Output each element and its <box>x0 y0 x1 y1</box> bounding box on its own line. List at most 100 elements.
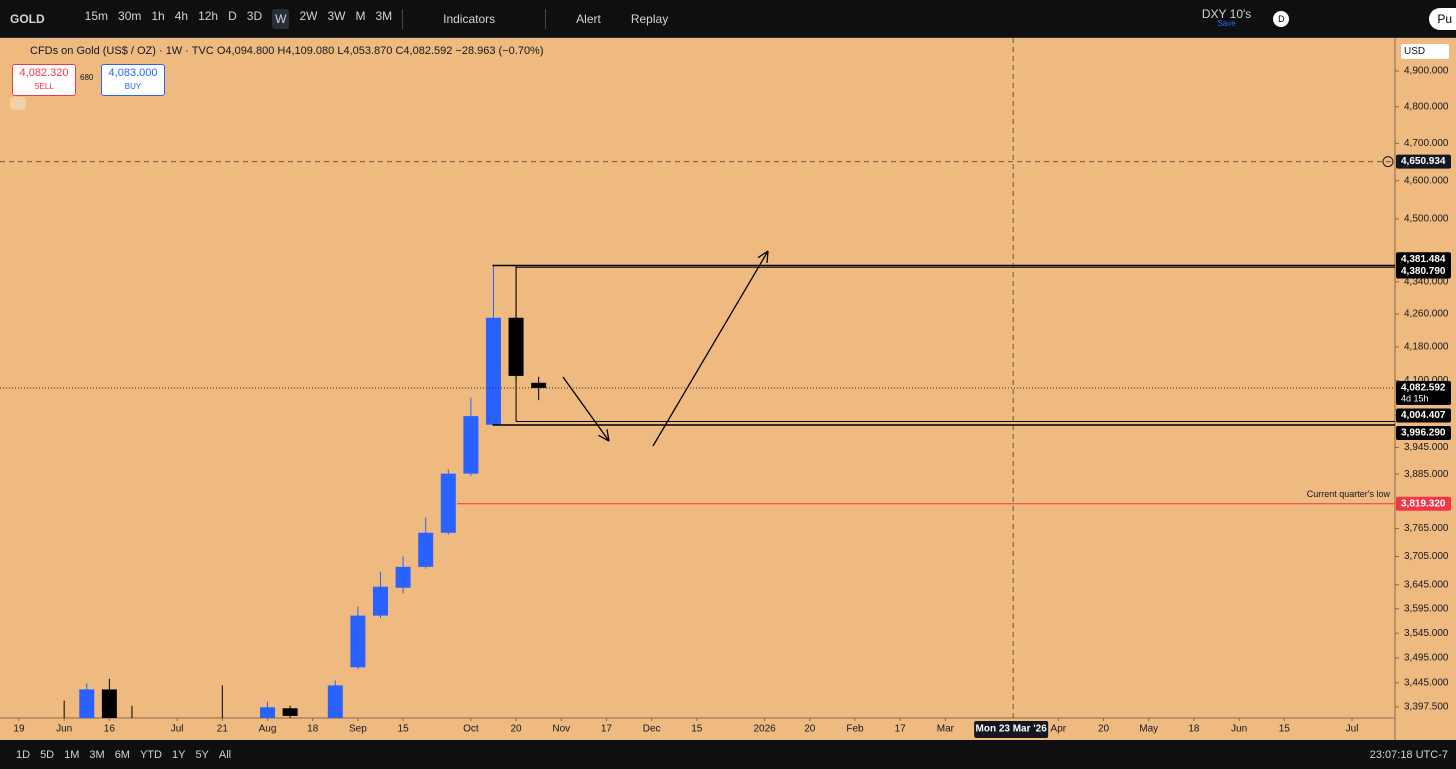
range[interactable]: YTD <box>139 748 162 761</box>
x-tick-label: Jun <box>56 724 72 735</box>
spread: 680 <box>80 73 94 82</box>
x-tick-label: Mar <box>937 724 955 735</box>
currency[interactable]: USD <box>1401 44 1449 59</box>
arrow-head <box>757 250 769 259</box>
candle-body <box>531 382 547 388</box>
interval[interactable]: 12h <box>198 8 219 23</box>
x-tick-label: Oct <box>463 724 479 735</box>
last-price-box <box>1396 380 1451 405</box>
y-tick-label: 3,445.000 <box>1404 678 1449 689</box>
range[interactable]: 5Y <box>195 748 209 761</box>
interval[interactable]: 3M <box>375 8 393 23</box>
legend-close: C4,082.592 <box>395 45 453 57</box>
x-tick-label: May <box>1139 724 1158 735</box>
interval[interactable]: W <box>272 8 290 29</box>
x-tick-label: 18 <box>307 724 319 735</box>
range[interactable]: 1M <box>64 748 80 761</box>
range[interactable]: 3M <box>89 748 105 761</box>
sell-button[interactable]: 4,082.320 SELL <box>12 64 76 96</box>
y-tick-label: 4,700.000 <box>1404 138 1449 149</box>
y-tick-label: 4,500.000 <box>1404 214 1449 225</box>
indicators[interactable]: Indicators <box>443 11 496 26</box>
x-tick-label: Nov <box>552 724 570 735</box>
save[interactable]: Save <box>1217 18 1236 28</box>
legend-title: CFDs on Gold (US$ / OZ) · 1W · TVC <box>30 45 214 57</box>
candle-body <box>395 566 411 588</box>
y-tick-label: 4,800.000 <box>1404 101 1449 112</box>
candle-body <box>440 473 456 533</box>
alert[interactable]: Alert <box>576 11 601 26</box>
zone-price-box <box>1396 426 1451 441</box>
buy-label: BUY <box>124 82 142 91</box>
range[interactable]: 1Y <box>171 748 186 761</box>
layout[interactable]: DXY 10's Save <box>1202 8 1251 29</box>
zone-price: 4,380.790 <box>1401 266 1446 277</box>
zone-price: 3,996.290 <box>1401 428 1446 439</box>
candle-body <box>79 689 95 718</box>
publish[interactable]: Pu <box>1429 7 1456 30</box>
plot <box>0 38 1395 718</box>
x-tick-label: 16 <box>104 724 116 735</box>
interval[interactable]: 3W <box>327 8 346 23</box>
arrow-head <box>606 429 610 442</box>
zone-price-box <box>1396 252 1451 267</box>
range[interactable]: 5D <box>40 748 55 761</box>
x-tick-label: Jul <box>171 724 184 735</box>
zone-price-box <box>1396 408 1451 423</box>
candle-body <box>282 708 298 716</box>
candle-body <box>485 317 501 425</box>
x-tick-label: 20 <box>804 724 816 735</box>
x-tick-label: 20 <box>511 724 523 735</box>
interval[interactable]: 4h <box>174 8 189 23</box>
y-tick-label: 4,900.000 <box>1404 66 1449 77</box>
sell-price: 4,082.320 <box>19 67 69 79</box>
x-tick-label: Jul <box>1346 724 1359 735</box>
x-tick-label: 21 <box>217 724 229 735</box>
intervals: 15m 30m 1h 4h 12h D 3D W 2W 3W M 3M <box>84 8 393 29</box>
replay[interactable]: Replay <box>630 11 669 26</box>
candle-body <box>372 586 388 616</box>
interval[interactable]: D <box>228 8 237 23</box>
crosshair-date-box <box>974 721 1049 738</box>
quarter-low-text: Current quarter's low <box>1307 489 1391 499</box>
clock: 23:07:18 UTC-7 <box>1369 748 1448 761</box>
x-tick-label: Sep <box>349 724 367 735</box>
x-tick-label: 17 <box>601 724 613 735</box>
y-tick-label: 3,645.000 <box>1404 579 1449 590</box>
x-tick-label: 18 <box>1188 724 1200 735</box>
countdown: 4d 15h <box>1401 393 1429 403</box>
symbol[interactable]: GOLD <box>10 11 45 26</box>
x-tick-label: Apr <box>1051 724 1067 735</box>
candle-body <box>463 416 479 474</box>
add-button <box>1382 156 1394 168</box>
interval[interactable]: M <box>355 8 366 23</box>
avatar[interactable]: D <box>1273 10 1290 27</box>
crosshair-date: Mon 23 Mar '26 <box>976 724 1048 735</box>
range[interactable]: 6M <box>114 748 130 761</box>
interval[interactable]: 2W <box>299 8 318 23</box>
interval[interactable]: 15m <box>84 8 109 23</box>
x-tick-label: 20 <box>1098 724 1110 735</box>
range[interactable]: All <box>218 748 232 761</box>
interval[interactable]: 3D <box>246 8 263 23</box>
x-tick-label: 15 <box>1279 724 1291 735</box>
y-tick-label: 3,595.000 <box>1404 603 1449 614</box>
separator <box>402 8 404 29</box>
x-tick-label: Jun <box>1231 724 1247 735</box>
interval[interactable]: 30m <box>118 8 142 23</box>
buy-button[interactable]: 4,083.000 BUY <box>101 64 165 96</box>
legend-high: H4,109.080 <box>277 45 335 57</box>
sell-label: SELL <box>34 82 54 91</box>
toolbar: GOLD 15m 30m 1h 4h 12h D 3D W 2W 3W M 3M Indicators… <box>0 0 1456 38</box>
y-tick-label: 3,397.500 <box>1404 702 1449 713</box>
x-tick-label: Dec <box>643 724 661 735</box>
candle-body <box>260 707 276 718</box>
legend: CFDs on Gold (US$ / OZ) · 1W · TVC O4,09… <box>30 45 544 57</box>
candle-body <box>350 615 366 668</box>
indicators-count[interactable]: 3 <box>10 97 26 110</box>
range[interactable]: 1D <box>16 748 31 761</box>
interval[interactable]: 1h <box>151 8 165 23</box>
crosshair-price-box <box>1396 154 1451 169</box>
zone-price-box <box>1396 264 1451 279</box>
